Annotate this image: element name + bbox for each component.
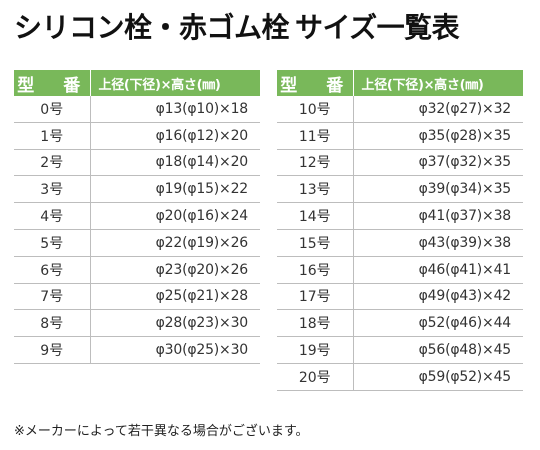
model-number-cell: 11号 bbox=[277, 122, 354, 150]
page-title: シリコン栓・赤ゴム栓 サイズ一覧表 bbox=[14, 8, 460, 48]
dimension-cell: φ18(φ14)×20 bbox=[90, 149, 260, 177]
model-number-cell: 14号 bbox=[277, 202, 354, 230]
model-number-cell: 8号 bbox=[14, 309, 91, 338]
table-header-row: 型 番 上径(下径)×高さ(㎜) bbox=[14, 70, 260, 96]
size-table-right: 型 番 上径(下径)×高さ(㎜) 10号 φ32(φ27)×32 11号 φ35(φ2… bbox=[277, 70, 523, 391]
dimension-cell: φ49(φ43)×42 bbox=[353, 283, 523, 311]
table-row: 16号 φ46(φ41)×41 bbox=[277, 256, 523, 284]
dimension-cell: φ59(φ52)×45 bbox=[353, 363, 523, 391]
header-type: 型 番 bbox=[14, 70, 91, 96]
model-number-cell: 1号 bbox=[14, 122, 91, 150]
dimension-cell: φ19(φ15)×22 bbox=[90, 175, 260, 204]
model-number-cell: 6号 bbox=[14, 256, 91, 284]
model-number-cell: 20号 bbox=[277, 363, 354, 391]
page-title-main: シリコン栓・赤ゴム栓 bbox=[14, 11, 290, 44]
table-row: 13号 φ39(φ34)×35 bbox=[277, 175, 523, 204]
dimension-cell: φ30(φ25)×30 bbox=[90, 336, 260, 364]
dimension-cell: φ43(φ39)×38 bbox=[353, 229, 523, 257]
model-number-cell: 12号 bbox=[277, 149, 354, 177]
model-number-cell: 10号 bbox=[277, 96, 354, 123]
model-number-cell: 9号 bbox=[14, 336, 91, 364]
dimension-cell: φ41(φ37)×38 bbox=[353, 202, 523, 230]
table-row: 11号 φ35(φ28)×35 bbox=[277, 122, 523, 150]
header-type: 型 番 bbox=[277, 70, 354, 96]
model-number-cell: 2号 bbox=[14, 149, 91, 177]
table-row: 14号 φ41(φ37)×38 bbox=[277, 202, 523, 230]
dimension-cell: φ37(φ32)×35 bbox=[353, 149, 523, 177]
table-row: 18号 φ52(φ46)×44 bbox=[277, 309, 523, 338]
header-size: 上径(下径)×高さ(㎜) bbox=[90, 70, 260, 96]
dimension-cell: φ46(φ41)×41 bbox=[353, 256, 523, 284]
dimension-cell: φ20(φ16)×24 bbox=[90, 202, 260, 230]
table-row: 0号 φ13(φ10)×18 bbox=[14, 96, 260, 123]
dimension-cell: φ16(φ12)×20 bbox=[90, 122, 260, 150]
table-row: 6号 φ23(φ20)×26 bbox=[14, 256, 260, 284]
dimension-cell: φ52(φ46)×44 bbox=[353, 309, 523, 338]
size-table-left: 型 番 上径(下径)×高さ(㎜) 0号 φ13(φ10)×18 1号 φ16(φ12)… bbox=[14, 70, 260, 364]
page-title-sub: サイズ一覧表 bbox=[295, 11, 460, 44]
model-number-cell: 18号 bbox=[277, 309, 354, 338]
table-row: 20号 φ59(φ52)×45 bbox=[277, 363, 523, 391]
table-row: 1号 φ16(φ12)×20 bbox=[14, 122, 260, 150]
disclaimer-note: ※メーカーによって若干異なる場合がございます。 bbox=[14, 424, 309, 439]
dimension-cell: φ35(φ28)×35 bbox=[353, 122, 523, 150]
table-row: 3号 φ19(φ15)×22 bbox=[14, 175, 260, 204]
table-row: 2号 φ18(φ14)×20 bbox=[14, 149, 260, 177]
table-row: 9号 φ30(φ25)×30 bbox=[14, 336, 260, 364]
dimension-cell: φ22(φ19)×26 bbox=[90, 229, 260, 257]
model-number-cell: 16号 bbox=[277, 256, 354, 284]
table-row: 5号 φ22(φ19)×26 bbox=[14, 229, 260, 257]
table-header-row: 型 番 上径(下径)×高さ(㎜) bbox=[277, 70, 523, 96]
table-row: 12号 φ37(φ32)×35 bbox=[277, 149, 523, 177]
dimension-cell: φ56(φ48)×45 bbox=[353, 336, 523, 364]
table-row: 8号 φ28(φ23)×30 bbox=[14, 309, 260, 338]
table-row: 17号 φ49(φ43)×42 bbox=[277, 283, 523, 311]
dimension-cell: φ28(φ23)×30 bbox=[90, 309, 260, 338]
table-row: 19号 φ56(φ48)×45 bbox=[277, 336, 523, 364]
table-row: 4号 φ20(φ16)×24 bbox=[14, 202, 260, 230]
model-number-cell: 4号 bbox=[14, 202, 91, 230]
header-size: 上径(下径)×高さ(㎜) bbox=[353, 70, 523, 96]
model-number-cell: 17号 bbox=[277, 283, 354, 311]
dimension-cell: φ13(φ10)×18 bbox=[90, 96, 260, 123]
model-number-cell: 15号 bbox=[277, 229, 354, 257]
model-number-cell: 13号 bbox=[277, 175, 354, 204]
table-row: 15号 φ43(φ39)×38 bbox=[277, 229, 523, 257]
model-number-cell: 5号 bbox=[14, 229, 91, 257]
model-number-cell: 19号 bbox=[277, 336, 354, 364]
table-row: 7号 φ25(φ21)×28 bbox=[14, 283, 260, 311]
model-number-cell: 7号 bbox=[14, 283, 91, 311]
model-number-cell: 0号 bbox=[14, 96, 91, 123]
dimension-cell: φ32(φ27)×32 bbox=[353, 96, 523, 123]
dimension-cell: φ39(φ34)×35 bbox=[353, 175, 523, 204]
dimension-cell: φ23(φ20)×26 bbox=[90, 256, 260, 284]
table-row: 10号 φ32(φ27)×32 bbox=[277, 96, 523, 123]
dimension-cell: φ25(φ21)×28 bbox=[90, 283, 260, 311]
model-number-cell: 3号 bbox=[14, 175, 91, 204]
